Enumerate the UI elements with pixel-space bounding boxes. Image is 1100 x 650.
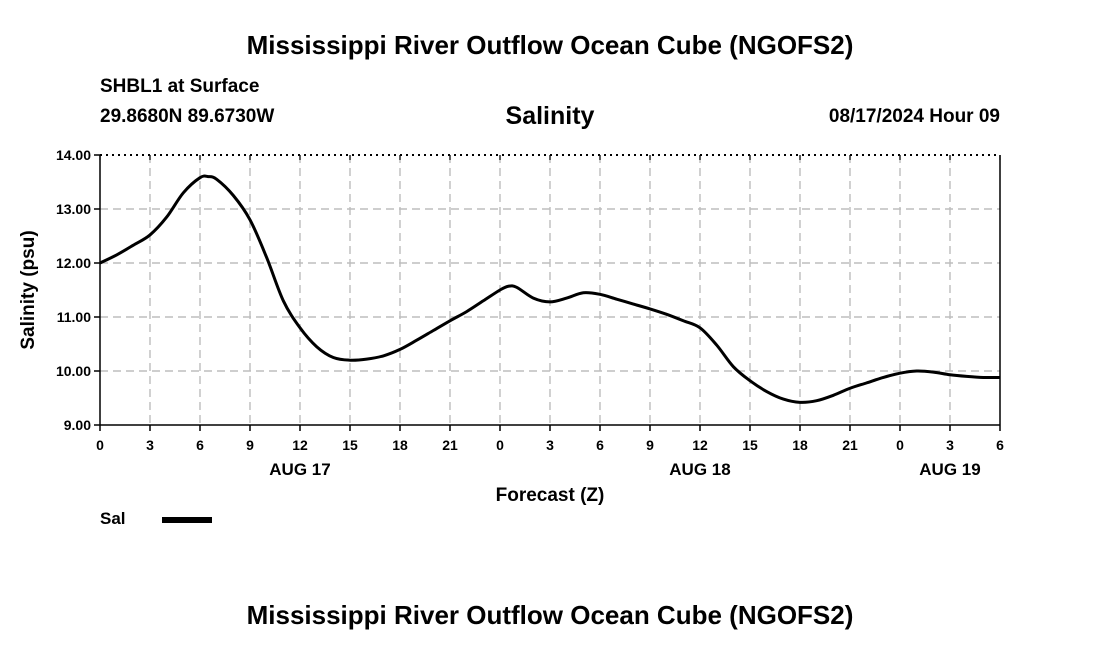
y-tick-label: 10.00 [56, 363, 91, 379]
x-tick-label: 21 [842, 437, 858, 453]
x-tick-label: 0 [96, 437, 104, 453]
x-tick-label: 9 [246, 437, 254, 453]
x-tick-label: 3 [946, 437, 954, 453]
x-tick-label: 3 [146, 437, 154, 453]
x-tick-label: 18 [392, 437, 408, 453]
station-name: SHBL1 at Surface [100, 76, 260, 97]
x-tick-label: 3 [546, 437, 554, 453]
x-tick-label: 0 [896, 437, 904, 453]
y-tick-label: 12.00 [56, 255, 91, 271]
x-day-label: AUG 18 [669, 460, 730, 479]
x-tick-label: 6 [196, 437, 204, 453]
station-coords: 29.8680N 89.6730W [100, 106, 275, 127]
page-title: Mississippi River Outflow Ocean Cube (NG… [246, 30, 854, 60]
y-tick-label: 14.00 [56, 147, 91, 163]
legend-label: Sal [100, 509, 126, 528]
y-tick-label: 13.00 [56, 201, 91, 217]
chart-title: Salinity [505, 102, 595, 130]
x-tick-label: 6 [596, 437, 604, 453]
legend-line-swatch [162, 517, 212, 523]
y-tick-label: 11.00 [57, 309, 91, 325]
series-line-sal [99, 174, 1001, 404]
x-tick-label: 21 [442, 437, 458, 453]
y-axis-label: Salinity (psu) [18, 230, 39, 349]
forecast-datetime: 08/17/2024 Hour 09 [828, 106, 1000, 127]
x-tick-label: 15 [742, 437, 758, 453]
footer-title: Mississippi River Outflow Ocean Cube (NG… [246, 600, 854, 630]
x-tick-label: 0 [496, 437, 504, 453]
x-axis-label: Forecast (Z) [496, 485, 605, 506]
x-day-label: AUG 17 [269, 460, 330, 479]
x-tick-label: 12 [292, 437, 308, 453]
x-tick-label: 9 [646, 437, 654, 453]
x-day-label: AUG 19 [919, 460, 980, 479]
x-tick-label: 15 [342, 437, 358, 453]
x-tick-label: 18 [792, 437, 808, 453]
x-tick-label: 6 [996, 437, 1004, 453]
x-tick-label: 12 [692, 437, 708, 453]
y-tick-label: 9.00 [64, 417, 91, 433]
